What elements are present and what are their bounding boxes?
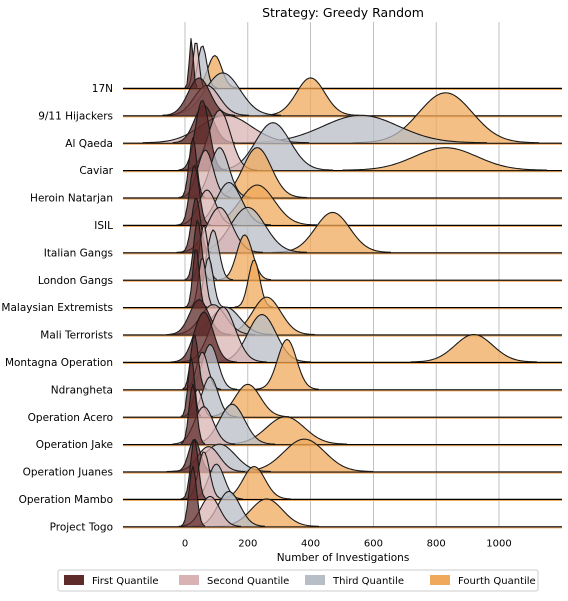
- chart-title: Strategy: Greedy Random: [262, 5, 424, 20]
- row-label: 9/11 Hijackers: [38, 110, 113, 122]
- density-fill: [183, 377, 237, 417]
- density-fill: [235, 439, 373, 472]
- density-fill: [163, 72, 281, 116]
- legend-box: [57, 569, 539, 592]
- row-label: Operation Jake: [36, 439, 113, 451]
- density-outline: [180, 465, 206, 527]
- density-fill: [273, 212, 391, 253]
- row-labels: 17N 9/11 Hijackers Al Qaeda Caviar Heroin Na…: [1, 83, 113, 533]
- density-fill: [189, 404, 275, 445]
- density-fill: [255, 339, 319, 390]
- row-label: Malaysian Extremists: [1, 302, 113, 314]
- legend-label: Second Quantile: [207, 576, 289, 587]
- legend-swatch: [179, 575, 199, 585]
- legend-swatch: [430, 575, 450, 585]
- legend-label: Fourth Quantile: [458, 576, 536, 587]
- density-outline: [342, 147, 548, 171]
- density-outline: [170, 311, 238, 363]
- ridge-row: [123, 306, 562, 364]
- density-fill: [171, 312, 237, 362]
- x-tick-label: 600: [364, 538, 383, 549]
- row-label: Operation Mambo: [19, 494, 113, 506]
- density-fill: [235, 115, 487, 143]
- x-tick-label: 800: [427, 538, 446, 549]
- x-axis-title: Number of Investigations: [277, 552, 410, 564]
- legend-label: Third Quantile: [332, 576, 404, 587]
- density-fill: [411, 334, 537, 362]
- x-tick-label: 200: [238, 538, 257, 549]
- row-label: Italian Gangs: [44, 247, 113, 259]
- x-axis-ticks: 0 200 400 600 800 1000: [182, 538, 512, 549]
- density-fill: [213, 314, 311, 362]
- density-fill: [219, 297, 315, 335]
- density-outline: [180, 137, 206, 198]
- density-fill: [213, 122, 333, 171]
- legend-swatch: [64, 575, 84, 585]
- row-label: Ndrangheta: [51, 384, 113, 396]
- density-fill: [353, 92, 539, 143]
- row-label: Heroin Natarjan: [30, 193, 113, 205]
- x-tick-label: 0: [182, 538, 188, 549]
- row-label: Al Qaeda: [65, 138, 113, 150]
- density-fill: [209, 147, 307, 198]
- density-outline: [172, 406, 236, 445]
- row-label: ISIL: [94, 220, 113, 232]
- x-tick-label: 400: [301, 538, 320, 549]
- row-label: Project Togo: [50, 521, 113, 533]
- density-fill: [217, 466, 291, 499]
- density-fill: [189, 207, 307, 253]
- row-label: Mali Terrorists: [40, 330, 113, 342]
- row-label: Caviar: [79, 165, 113, 177]
- density-outline: [180, 439, 208, 500]
- x-tick-label: 1000: [486, 538, 511, 549]
- density-outline: [180, 383, 206, 445]
- row-label: 17N: [92, 83, 113, 95]
- density-outline: [262, 77, 360, 116]
- row-label: Operation Acero: [28, 412, 113, 424]
- legend-label: First Quantile: [92, 576, 159, 587]
- density-outline: [162, 77, 236, 116]
- legend: First Quantile Second Quantile Third Quant…: [57, 569, 539, 592]
- density-fill: [183, 344, 237, 390]
- density-fill: [181, 110, 257, 171]
- ridge-layer: [123, 38, 562, 529]
- density-outline: [254, 338, 320, 390]
- density-fill: [177, 207, 263, 253]
- density-fill: [187, 182, 271, 225]
- ridge-row: [123, 38, 562, 90]
- density-fill: [185, 250, 207, 308]
- row-label: Operation Juanes: [23, 467, 113, 479]
- row-label: London Gangs: [38, 275, 113, 287]
- density-outline: [410, 333, 538, 363]
- density-outline: [178, 164, 212, 226]
- row-label: Montagna Operation: [5, 357, 113, 369]
- density-fill: [177, 190, 237, 225]
- ridge-row: [123, 465, 562, 529]
- density-outline: [182, 334, 208, 390]
- density-fill: [179, 307, 267, 362]
- density-outline: [180, 356, 202, 418]
- density-fill: [263, 77, 359, 116]
- density-outline: [184, 38, 198, 89]
- legend-swatch: [305, 575, 325, 585]
